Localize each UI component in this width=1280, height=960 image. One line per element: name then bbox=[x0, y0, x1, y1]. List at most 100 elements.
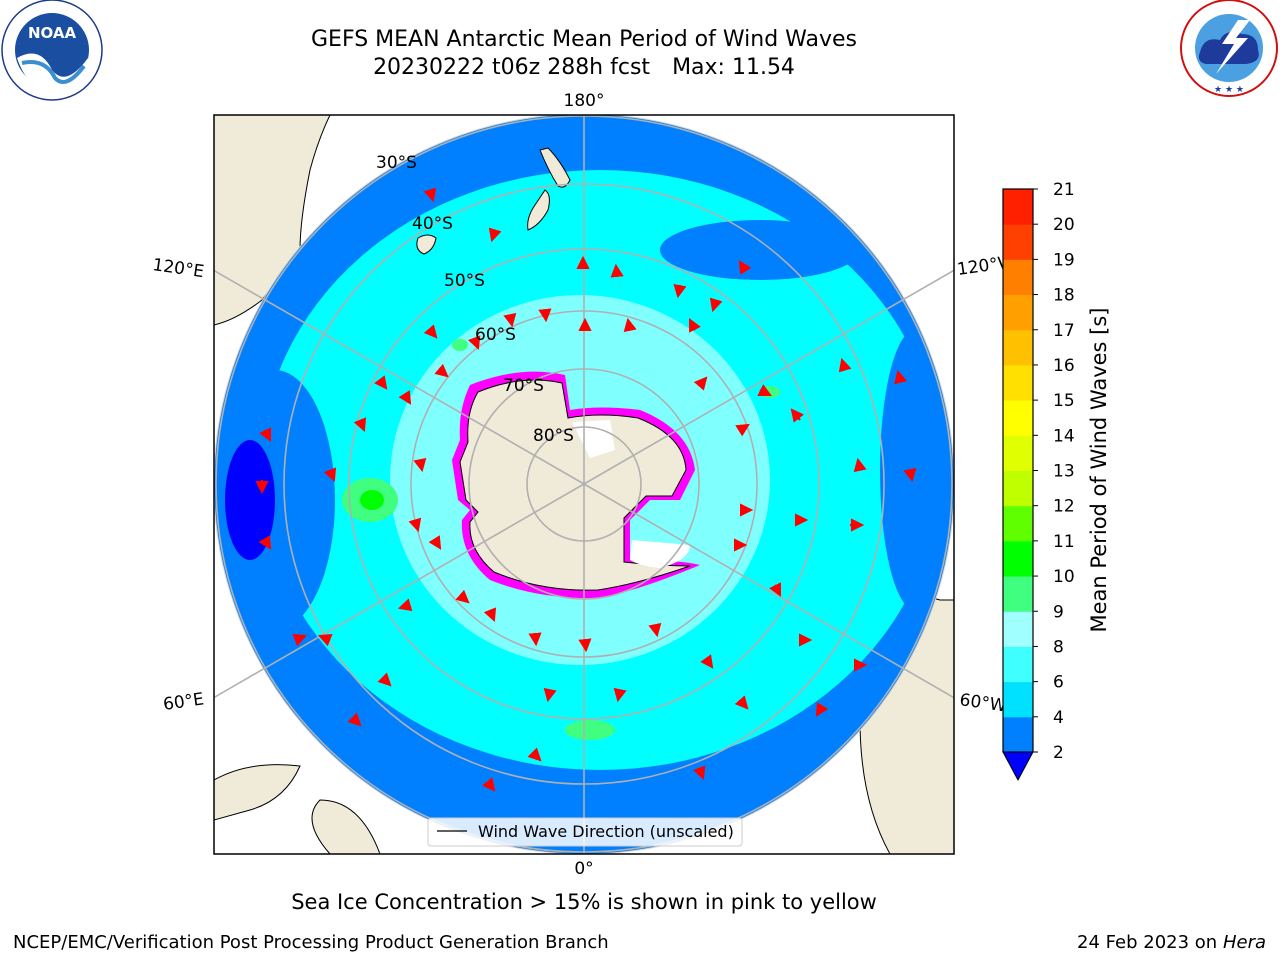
lat-label-50s: 50°S bbox=[444, 271, 485, 291]
colorbar-segment bbox=[1003, 364, 1033, 401]
arrow bbox=[467, 335, 481, 351]
colorbar-tick-label: 16 bbox=[1053, 356, 1075, 376]
lat-label-40s: 40°S bbox=[412, 214, 453, 234]
colorbar-tick-label: 10 bbox=[1053, 567, 1075, 587]
colorbar-extend-triangle bbox=[1002, 751, 1034, 782]
arrow bbox=[527, 747, 542, 762]
colorbar-tick-label: 8 bbox=[1053, 637, 1064, 657]
colorbar-segment bbox=[1003, 681, 1033, 718]
arrow bbox=[347, 712, 362, 727]
colorbar-tick-label: 6 bbox=[1053, 673, 1064, 693]
arrow bbox=[455, 589, 470, 604]
footer-date: 24 Feb 2023 on Hera bbox=[1077, 932, 1266, 953]
chart-title: GEFS MEAN Antarctic Mean Period of Wind … bbox=[311, 27, 857, 52]
arrow bbox=[734, 695, 749, 710]
arrow bbox=[408, 517, 422, 533]
noaa-logo-text: NOAA bbox=[28, 24, 77, 42]
colorbar-segment bbox=[1003, 189, 1033, 225]
arrow bbox=[317, 633, 333, 647]
colorbar-segment bbox=[1003, 435, 1033, 471]
arrow bbox=[790, 408, 805, 423]
footer-date-text: 24 Feb 2023 on bbox=[1077, 932, 1218, 953]
colorbar-tick-label: 13 bbox=[1053, 462, 1075, 482]
arrow bbox=[538, 308, 552, 323]
arrow bbox=[735, 423, 750, 437]
colorbar-tick-label: 20 bbox=[1053, 215, 1075, 235]
colorbar-tick-label: 2 bbox=[1053, 743, 1064, 763]
arrow bbox=[738, 260, 752, 275]
lat-label-30s: 30°S bbox=[376, 153, 417, 173]
colorbar-tick-label: 15 bbox=[1053, 391, 1075, 411]
arrow bbox=[488, 227, 502, 243]
colorbar-tick-label: 21 bbox=[1053, 180, 1075, 200]
colorbar-segment bbox=[1003, 259, 1033, 296]
arrow bbox=[353, 417, 367, 433]
lon-label-120e: 120°E bbox=[151, 255, 205, 282]
lon-label-180: 180° bbox=[564, 91, 605, 111]
colorbar-segment bbox=[1003, 470, 1033, 507]
legend-label: Wind Wave Direction (unscaled) bbox=[478, 822, 734, 841]
colorbar-segment bbox=[1003, 294, 1033, 331]
arrow bbox=[323, 467, 337, 483]
lat-label-60s: 60°S bbox=[475, 325, 516, 345]
arrow bbox=[428, 535, 442, 550]
colorbar-tick-label: 18 bbox=[1053, 286, 1075, 306]
arrow bbox=[700, 654, 714, 669]
arrow bbox=[815, 702, 829, 717]
colorbar-segment bbox=[1003, 540, 1033, 577]
colorbar-segments bbox=[1003, 189, 1033, 753]
colorbar-tick-label: 19 bbox=[1053, 250, 1075, 270]
arrow bbox=[578, 638, 592, 653]
colorbar-segment bbox=[1003, 576, 1033, 612]
arrow bbox=[483, 607, 497, 623]
lon-label-60e: 60°E bbox=[162, 689, 205, 714]
arrow bbox=[374, 375, 388, 390]
colorbar-segment bbox=[1003, 400, 1033, 436]
arrow bbox=[903, 467, 917, 483]
latitude-labels: 30°S 40°S 50°S 60°S 70°S 80°S bbox=[376, 153, 574, 446]
arrow bbox=[610, 263, 624, 278]
arrow bbox=[769, 582, 781, 597]
arrow bbox=[413, 457, 427, 473]
lat-label-70s: 70°S bbox=[503, 376, 544, 396]
lon-label-60w: 60°W bbox=[958, 690, 1007, 716]
colorbar-tick-label: 9 bbox=[1053, 602, 1064, 622]
colorbar-segment bbox=[1003, 611, 1033, 647]
arrow bbox=[481, 777, 496, 792]
arrow bbox=[543, 687, 557, 703]
ocean-field bbox=[214, 115, 954, 854]
chart-subtitle: 20230222 t06z 288h fcst Max: 11.54 bbox=[0, 55, 1168, 81]
colorbar: 2 4 6 8 9 10 11 12 13 14 15 16 17 18 19 20 21 Mean Perio… bbox=[1002, 180, 1111, 782]
colorbar-tick-label: 12 bbox=[1053, 497, 1075, 517]
arrow bbox=[258, 535, 272, 550]
arrow bbox=[503, 312, 517, 328]
colorbar-tick-label: 14 bbox=[1053, 426, 1075, 446]
lon-label-0: 0° bbox=[574, 859, 593, 879]
colorbar-tick-label: 11 bbox=[1053, 532, 1075, 552]
nws-stars: ★ ★ ★ bbox=[1214, 85, 1244, 95]
footer-host: Hera bbox=[1222, 932, 1266, 953]
arrow bbox=[673, 283, 687, 299]
map-legend: Wind Wave Direction (unscaled) bbox=[427, 817, 743, 847]
colorbar-segment bbox=[1003, 224, 1033, 260]
inner-land bbox=[416, 147, 571, 255]
arrow bbox=[692, 765, 706, 781]
colorbar-segment bbox=[1003, 505, 1033, 542]
max-value: Max: 11.54 bbox=[672, 55, 795, 80]
arrow bbox=[689, 318, 701, 333]
arrow bbox=[838, 357, 852, 373]
colorbar-segment bbox=[1003, 646, 1033, 683]
arrow bbox=[757, 384, 772, 396]
arrow bbox=[398, 390, 412, 405]
colorbar-tick-label: 4 bbox=[1053, 708, 1064, 728]
map-frame bbox=[213, 114, 955, 855]
colorbar-segment bbox=[1003, 716, 1033, 753]
wind-wave-arrows bbox=[255, 187, 917, 792]
arrow bbox=[623, 317, 637, 333]
arrow bbox=[648, 622, 662, 638]
sea-ice-caption: Sea Ice Concentration > 15% is shown in … bbox=[291, 890, 877, 914]
arrow bbox=[423, 324, 438, 339]
lat-label-80s: 80°S bbox=[533, 426, 574, 446]
